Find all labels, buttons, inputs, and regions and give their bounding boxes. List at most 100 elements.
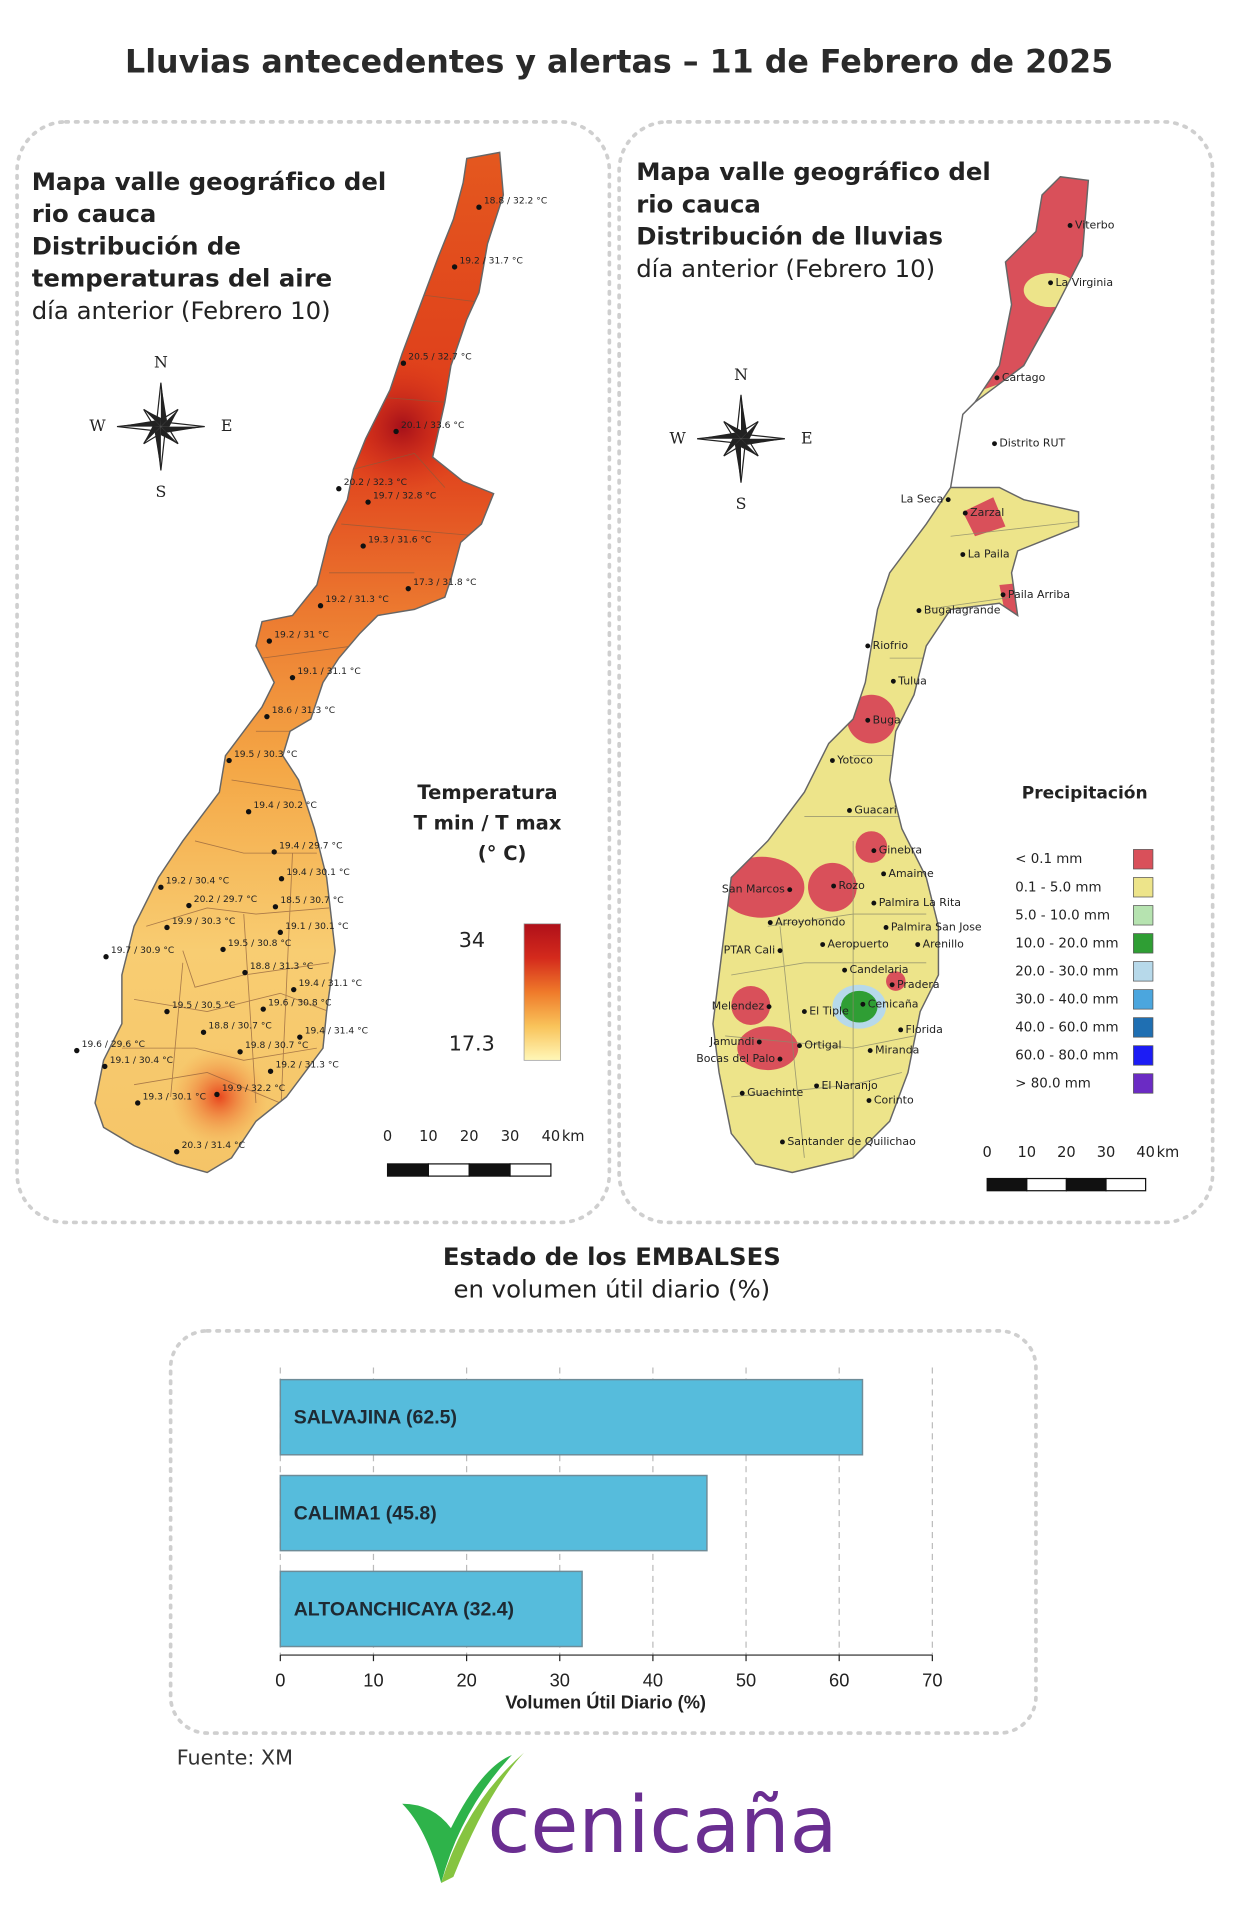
compass-label: S — [736, 494, 747, 513]
legend-label: 10.0 - 20.0 mm — [1015, 936, 1118, 951]
scale-label: 20 — [460, 1128, 479, 1145]
place-label: Amaime — [888, 867, 934, 880]
place-label: Viterbo — [1075, 218, 1115, 231]
scale-label: 30 — [1097, 1144, 1116, 1161]
bar-label: CALIMA1 (45.8) — [294, 1502, 437, 1524]
panel — [617, 120, 1215, 1225]
compass-star — [697, 432, 741, 439]
x-tick-label: 60 — [829, 1670, 849, 1691]
place-dot — [1067, 223, 1073, 228]
station-label: 19.2 / 31.3 °C — [325, 595, 388, 605]
compass-star — [741, 394, 748, 439]
compass-star — [160, 426, 205, 433]
place-label: Florida — [906, 1023, 943, 1036]
place-dot — [960, 552, 966, 557]
compass: N S W E — [669, 365, 812, 513]
place-label: Buga — [873, 713, 901, 726]
station-dot — [360, 543, 366, 549]
legend-swatch — [1133, 1017, 1154, 1038]
chart-subtitle: en volumen útil diario (%) — [454, 1275, 771, 1304]
compass-label: E — [221, 416, 233, 435]
place-dot — [739, 1090, 745, 1096]
station-dot — [271, 849, 277, 855]
scale-label: 30 — [501, 1128, 520, 1145]
place-label: Bocas del Palo — [696, 1052, 775, 1065]
place-dot — [962, 510, 968, 516]
place-label: Santander de Quilichao — [787, 1135, 916, 1148]
station-dot — [317, 603, 324, 609]
station-label: 19.4 / 30.1 °C — [286, 868, 349, 878]
station-label: 19.8 / 30.7 °C — [245, 1041, 308, 1051]
x-tick-label: 0 — [275, 1670, 285, 1691]
legend-swatch — [1133, 905, 1154, 926]
station-label: 20.5 / 32.7 °C — [408, 353, 471, 363]
place-label: Riofrio — [873, 639, 909, 652]
station-dot — [214, 1091, 220, 1098]
station-dot — [237, 1049, 243, 1055]
station-dot — [278, 876, 285, 882]
panel — [15, 120, 612, 1225]
place-label: Corinto — [874, 1094, 914, 1107]
compass-star — [117, 420, 161, 427]
station-dot — [365, 499, 371, 505]
compass-star — [741, 421, 759, 439]
station-label: 19.1 / 31.1 °C — [297, 667, 360, 677]
bar-label: SALVAJINA (62.5) — [294, 1407, 457, 1429]
place-label: La Seca — [901, 493, 944, 506]
colorbar-label: 17.3 — [449, 1031, 495, 1055]
station-dot — [451, 264, 458, 270]
place-dot — [767, 920, 773, 926]
place-dot — [831, 883, 837, 889]
compass-star — [160, 382, 167, 427]
place-dot — [865, 717, 871, 723]
place-label: San Marcos — [722, 883, 785, 896]
compass-star — [160, 426, 179, 444]
station-dot — [103, 954, 109, 960]
place-label: Cartago — [1002, 371, 1046, 384]
place-dot — [898, 1027, 904, 1033]
scale-segment — [1105, 1177, 1147, 1192]
station-label: 20.2 / 29.7 °C — [194, 895, 257, 905]
station-label: 19.3 / 30.1 °C — [143, 1092, 206, 1102]
place-label: Aeropuerto — [828, 938, 889, 951]
scale-segment — [986, 1177, 1028, 1192]
station-dot — [200, 1029, 207, 1035]
place-dot — [871, 848, 877, 854]
place-dot — [860, 1001, 866, 1007]
scale-segment — [509, 1163, 552, 1177]
map-title: Mapa valle geográfico del — [32, 167, 387, 196]
scale-label: 10 — [419, 1128, 438, 1145]
place-label: Yotoco — [836, 754, 873, 767]
legend-title: (° C) — [478, 842, 527, 865]
map-title: Distribución de lluvias — [636, 222, 943, 251]
station-dot — [289, 674, 296, 681]
scale-label: 20 — [1057, 1144, 1076, 1161]
place-dot — [1048, 280, 1053, 286]
place-dot — [866, 1098, 872, 1103]
place-label: Palmira San Jose — [891, 920, 982, 933]
legend-swatch — [1133, 877, 1154, 898]
x-tick-label: 70 — [922, 1670, 942, 1691]
station-label: 19.2 / 30.4 °C — [166, 877, 229, 887]
station-label: 19.3 / 31.6 °C — [368, 535, 431, 545]
legend-label: 60.0 - 80.0 mm — [1015, 1048, 1118, 1063]
station-dot — [102, 1063, 108, 1070]
place-dot — [847, 808, 852, 813]
station-label: 19.6 / 29.6 °C — [82, 1040, 145, 1050]
place-dot — [871, 900, 877, 906]
station-label: 18.8 / 32.2 °C — [484, 197, 547, 207]
scale-segment — [386, 1163, 429, 1177]
legend-label: < 0.1 mm — [1015, 852, 1082, 867]
scale-segment — [427, 1163, 470, 1177]
place-dot — [915, 942, 921, 947]
place-dot — [883, 925, 889, 930]
station-label: 19.1 / 30.1 °C — [285, 922, 348, 932]
station-label: 20.1 / 33.6 °C — [401, 421, 464, 431]
station-dot — [245, 809, 252, 815]
station-label: 19.4 / 31.1 °C — [299, 979, 362, 989]
station-dot — [476, 204, 482, 210]
scale-label: 40 — [542, 1128, 561, 1145]
station-label: 19.5 / 30.5 °C — [172, 1001, 235, 1011]
place-dot — [890, 678, 896, 684]
station-label: 19.7 / 32.8 °C — [373, 492, 436, 502]
